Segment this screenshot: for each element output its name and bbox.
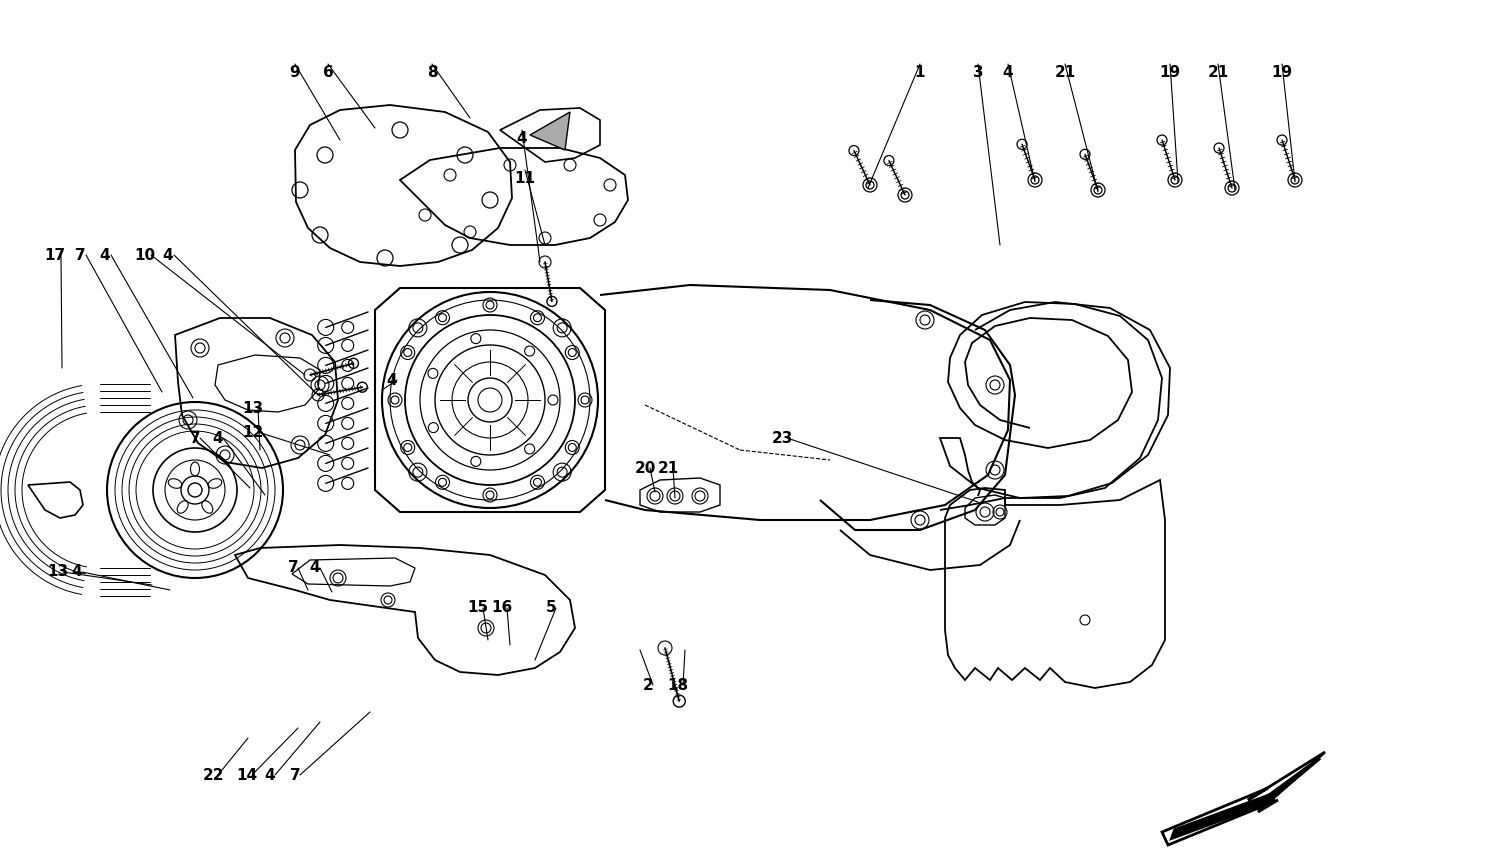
- Text: 4: 4: [264, 767, 276, 783]
- Text: 14: 14: [237, 767, 258, 783]
- Polygon shape: [530, 112, 570, 150]
- Text: 8: 8: [426, 65, 438, 80]
- Text: 23: 23: [771, 430, 792, 446]
- Text: 7: 7: [288, 560, 298, 576]
- Text: 13: 13: [48, 565, 69, 580]
- Text: 4: 4: [99, 248, 111, 262]
- Text: 20: 20: [634, 460, 656, 475]
- Text: 13: 13: [243, 401, 264, 415]
- Text: 17: 17: [45, 248, 66, 262]
- Text: 1: 1: [915, 65, 926, 80]
- Text: 19: 19: [1272, 65, 1293, 80]
- Text: 4: 4: [213, 430, 223, 446]
- Text: 19: 19: [1160, 65, 1180, 80]
- Text: 4: 4: [72, 565, 82, 580]
- Text: 21: 21: [1208, 65, 1228, 80]
- Text: 4: 4: [1002, 65, 1014, 80]
- Text: 4: 4: [387, 373, 398, 387]
- Text: 4: 4: [516, 131, 528, 145]
- Text: 12: 12: [243, 424, 264, 440]
- Text: 11: 11: [514, 171, 535, 185]
- Text: 16: 16: [492, 600, 513, 616]
- Text: 7: 7: [290, 767, 300, 783]
- Text: 18: 18: [668, 678, 688, 693]
- Text: 21: 21: [1054, 65, 1076, 80]
- Polygon shape: [1172, 758, 1320, 838]
- Text: 5: 5: [546, 600, 556, 616]
- Text: 22: 22: [202, 767, 223, 783]
- Text: 7: 7: [189, 430, 201, 446]
- Text: 10: 10: [135, 248, 156, 262]
- Text: 15: 15: [468, 600, 489, 616]
- Text: 6: 6: [322, 65, 333, 80]
- Text: 4: 4: [309, 560, 321, 576]
- Text: 21: 21: [657, 460, 678, 475]
- Text: 7: 7: [75, 248, 86, 262]
- Text: 4: 4: [162, 248, 174, 262]
- Text: 2: 2: [642, 678, 654, 693]
- Text: 3: 3: [972, 65, 984, 80]
- Text: 9: 9: [290, 65, 300, 80]
